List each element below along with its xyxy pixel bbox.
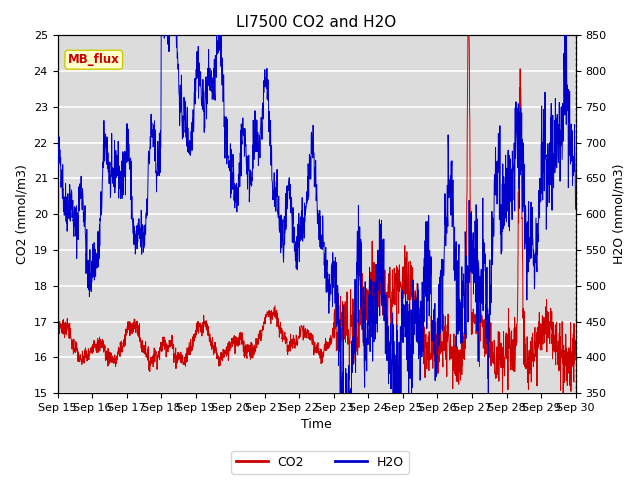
Y-axis label: CO2 (mmol/m3): CO2 (mmol/m3) [15,164,28,264]
Y-axis label: H2O (mmol/m3): H2O (mmol/m3) [612,164,625,264]
Legend: CO2, H2O: CO2, H2O [231,451,409,474]
Title: LI7500 CO2 and H2O: LI7500 CO2 and H2O [236,15,397,30]
X-axis label: Time: Time [301,419,332,432]
Text: MB_flux: MB_flux [68,53,120,66]
